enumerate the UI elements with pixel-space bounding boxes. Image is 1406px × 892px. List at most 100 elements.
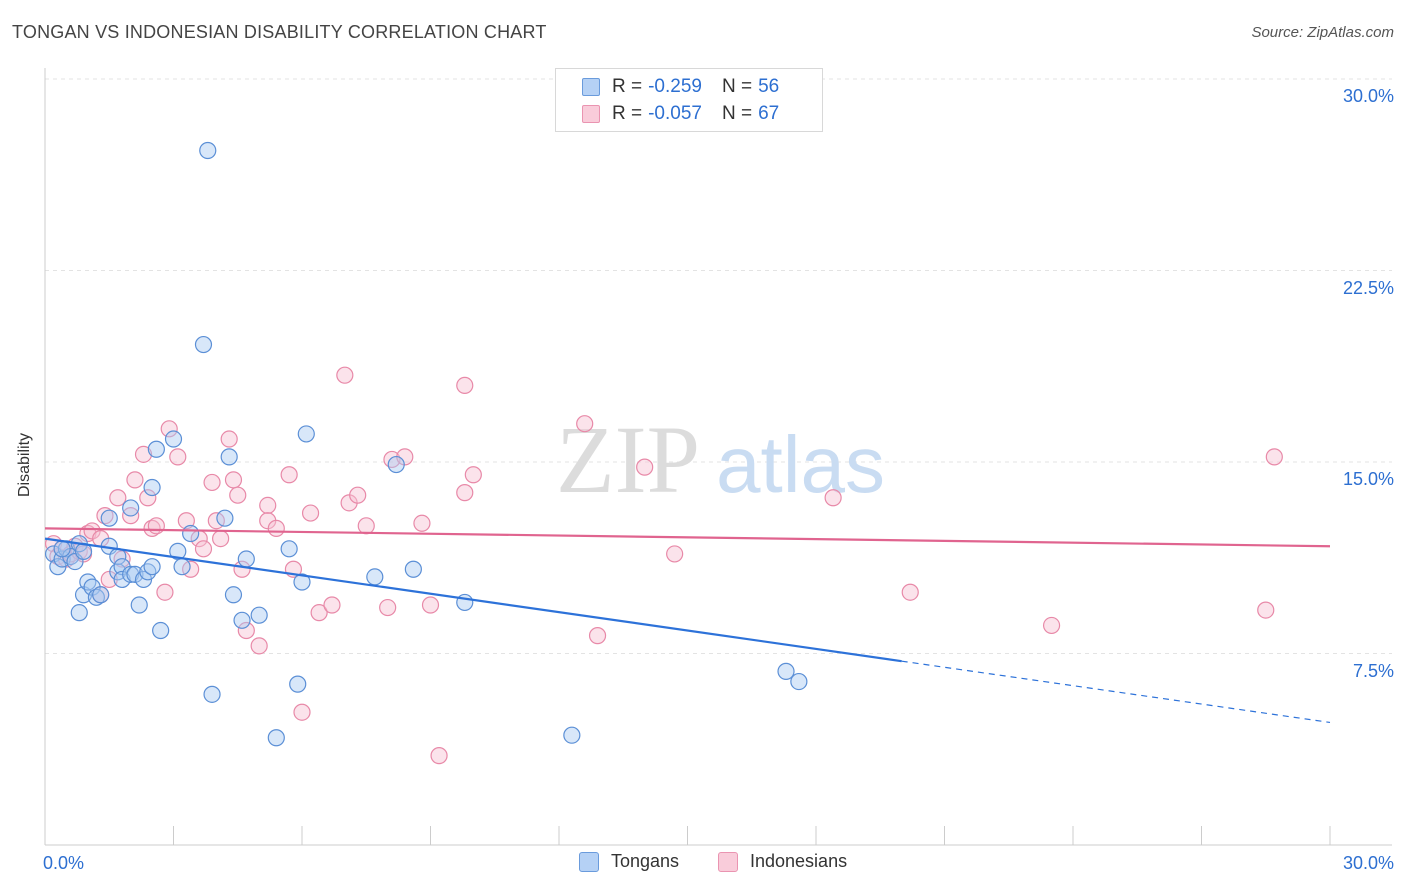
series-legend: Tongans Indonesians [0,851,1406,877]
watermark-zip: ZIP [556,406,700,513]
indonesian-point [147,517,165,535]
indonesian-point [413,514,431,532]
indonesian-point [301,504,320,522]
indonesian-point [160,420,178,438]
y-tick-label: 7.5% [1352,661,1394,681]
tongan-trend-line [44,537,902,663]
indonesian-point [1265,448,1283,466]
tongan-point [147,440,165,458]
r-value: -0.057 [648,103,702,124]
tongan-point [237,550,255,568]
tongan-point [366,568,384,586]
indonesian-trend-line [44,527,1331,548]
tongan-trend-extension [901,660,1331,724]
indonesian-point [323,596,341,614]
chart-source: Source: ZipAtlas.com [1251,24,1394,41]
indonesian-point [336,366,354,384]
indonesian-point [177,512,195,530]
indonesian-point [134,445,153,463]
tongan-point [267,729,285,747]
tongan-point [293,573,311,591]
tongan-point [164,430,183,448]
tongan-point [216,509,234,527]
indonesian-point [220,430,238,448]
indonesian-point [224,471,243,489]
tongan-point [173,558,191,576]
n-label: N = [721,103,753,124]
tongan-point [143,558,161,576]
x-tick-label-max: 30.0% [1342,853,1394,873]
watermark: ZIP atlas [556,406,885,513]
indonesian-point [169,448,187,466]
tongan-point [100,509,118,527]
tongan-point [126,565,144,583]
tongan-point [194,335,213,354]
indonesian-point [824,489,842,507]
x-tick-label-min: 0.0% [43,853,85,873]
tongan-point [233,611,251,629]
tongan-point [53,540,71,558]
indonesian-point [430,747,448,765]
indonesian-point [588,627,607,645]
axes [44,68,1392,846]
legend-item-indonesians[interactable]: Indonesians [718,851,847,872]
tongan-point [224,586,243,604]
tongan-point [387,455,405,474]
tongan-point [289,675,307,693]
tongan-point [122,565,140,583]
indonesian-point [421,596,440,614]
tongan-point [122,499,140,517]
indonesian-point [139,489,157,507]
tongan-point [203,685,221,703]
indonesian-point [576,415,594,433]
tongan-point [70,604,88,622]
legend-item-tongans[interactable]: Tongans [579,851,679,872]
indonesian-point [1042,616,1061,635]
indonesian-point [109,489,127,507]
indonesian-point [379,598,397,617]
watermark-atlas: atlas [716,420,885,509]
indonesian-point [126,471,144,489]
tongan-swatch [582,78,600,96]
indonesian-point [456,376,474,394]
r-label: R = [612,103,643,124]
tongan-point [563,726,581,744]
indonesian-point [212,529,230,548]
y-tick-label: 15.0% [1342,469,1394,489]
indonesian-point [636,458,654,476]
indonesian-point [237,621,255,640]
tongan-point [113,570,131,589]
indonesian-point [259,496,277,515]
tongan-point [777,662,795,680]
indonesian-point [267,519,285,537]
tongan-point [404,560,422,578]
indonesian-point [456,484,474,502]
indonesian-point [156,583,174,601]
indonesian-point [666,545,684,563]
indonesian-swatch [582,105,600,123]
n-value: 56 [758,76,780,97]
indonesian-point [250,637,268,655]
tongan-point [280,540,298,558]
indonesian-point [349,486,367,504]
n-value: 67 [758,103,780,124]
indonesian-point [464,466,482,484]
grid-lines [45,78,1392,654]
chart-title: TONGAN VS INDONESIAN DISABILITY CORRELAT… [12,22,547,42]
tongan-point [199,141,217,160]
indonesian-point [1257,601,1275,619]
tongan-point [790,672,808,691]
y-tick-label: 22.5% [1342,278,1394,298]
indonesian-point [229,486,247,504]
tongan-point [220,448,238,466]
tongan-point [92,586,110,604]
r-value: -0.259 [648,76,702,97]
legend-label-tongans: Tongans [611,851,680,871]
indonesian-point [901,583,919,601]
legend-label-indonesians: Indonesians [750,851,848,871]
indonesian-point [194,540,213,558]
indonesian-point [203,473,221,492]
legend-row-tongans: R = -0.259 N = 56 [582,74,779,100]
legend-row-indonesians: R = -0.057 N = 67 [582,101,779,127]
